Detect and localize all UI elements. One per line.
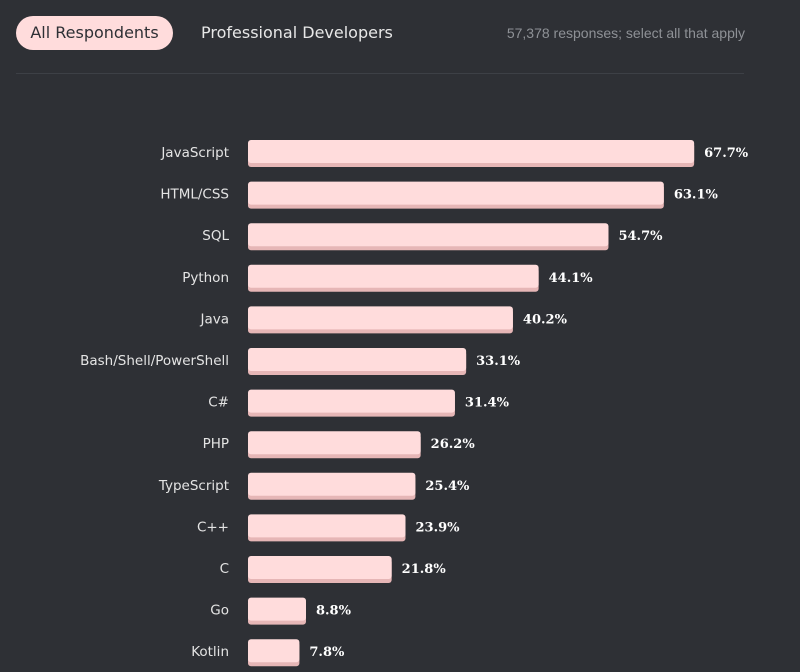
bar-group: Python 44.1% bbox=[182, 264, 594, 292]
value-label: 44.1% bbox=[549, 271, 594, 286]
header-divider bbox=[16, 73, 744, 74]
bar bbox=[248, 264, 539, 288]
value-label: 23.9% bbox=[416, 520, 461, 535]
value-label: 31.4% bbox=[465, 396, 510, 411]
responses-note: 57,378 responses; select all that apply bbox=[506, 25, 745, 41]
category-label: PHP bbox=[203, 436, 229, 452]
bar-group: JavaScript 67.7% bbox=[160, 140, 749, 167]
bar bbox=[248, 389, 455, 413]
bar bbox=[248, 223, 609, 247]
bar-group: Go 8.8% bbox=[210, 597, 352, 625]
bar bbox=[248, 556, 392, 579]
value-label: 7.8% bbox=[309, 645, 345, 660]
bar-group: C# 31.4% bbox=[208, 389, 510, 417]
bar-group: Bash/Shell/PowerShell 33.1% bbox=[80, 348, 521, 375]
category-label: C bbox=[220, 561, 229, 577]
value-label: 40.2% bbox=[523, 312, 568, 327]
header-bar: All Respondents Professional Developers … bbox=[0, 0, 800, 74]
bar-group: TypeScript 25.4% bbox=[158, 472, 470, 500]
category-label: C++ bbox=[197, 519, 229, 535]
value-label: 67.7% bbox=[704, 146, 749, 161]
tab-all-respondents[interactable]: All Respondents bbox=[16, 16, 173, 50]
category-label: Kotlin bbox=[191, 644, 229, 660]
category-label: Java bbox=[199, 311, 229, 327]
bar-group: Kotlin 7.8% bbox=[191, 639, 345, 667]
category-label: SQL bbox=[202, 228, 229, 244]
bar-group: HTML/CSS 63.1% bbox=[160, 181, 719, 209]
category-label: TypeScript bbox=[158, 478, 229, 494]
value-label: 8.8% bbox=[316, 604, 352, 619]
category-label: Go bbox=[210, 603, 229, 619]
value-label: 33.1% bbox=[476, 354, 521, 369]
bar bbox=[248, 431, 421, 455]
category-label: Bash/Shell/PowerShell bbox=[80, 353, 229, 369]
value-label: 26.2% bbox=[431, 437, 476, 452]
bar bbox=[248, 348, 467, 371]
category-label: HTML/CSS bbox=[160, 187, 229, 203]
bar-group: SQL 54.7% bbox=[202, 223, 663, 251]
bar bbox=[248, 181, 664, 205]
category-label: JavaScript bbox=[160, 145, 229, 161]
bar-group: C++ 23.9% bbox=[197, 514, 461, 542]
bar bbox=[248, 140, 695, 163]
bar bbox=[248, 306, 513, 330]
category-label: C# bbox=[208, 395, 229, 411]
bar bbox=[248, 639, 300, 663]
value-label: 54.7% bbox=[618, 229, 663, 244]
bar-group: Java 40.2% bbox=[199, 306, 568, 334]
bar-group: PHP 26.2% bbox=[203, 431, 476, 459]
value-label: 63.1% bbox=[674, 188, 719, 203]
value-label: 25.4% bbox=[425, 479, 470, 494]
bar-group: C 21.8% bbox=[220, 556, 447, 583]
category-label: Python bbox=[182, 270, 229, 286]
bar bbox=[248, 472, 416, 496]
tab-professional-developers[interactable]: Professional Developers bbox=[201, 23, 393, 42]
value-label: 21.8% bbox=[402, 562, 447, 577]
bar bbox=[248, 597, 306, 621]
bar bbox=[248, 514, 406, 538]
